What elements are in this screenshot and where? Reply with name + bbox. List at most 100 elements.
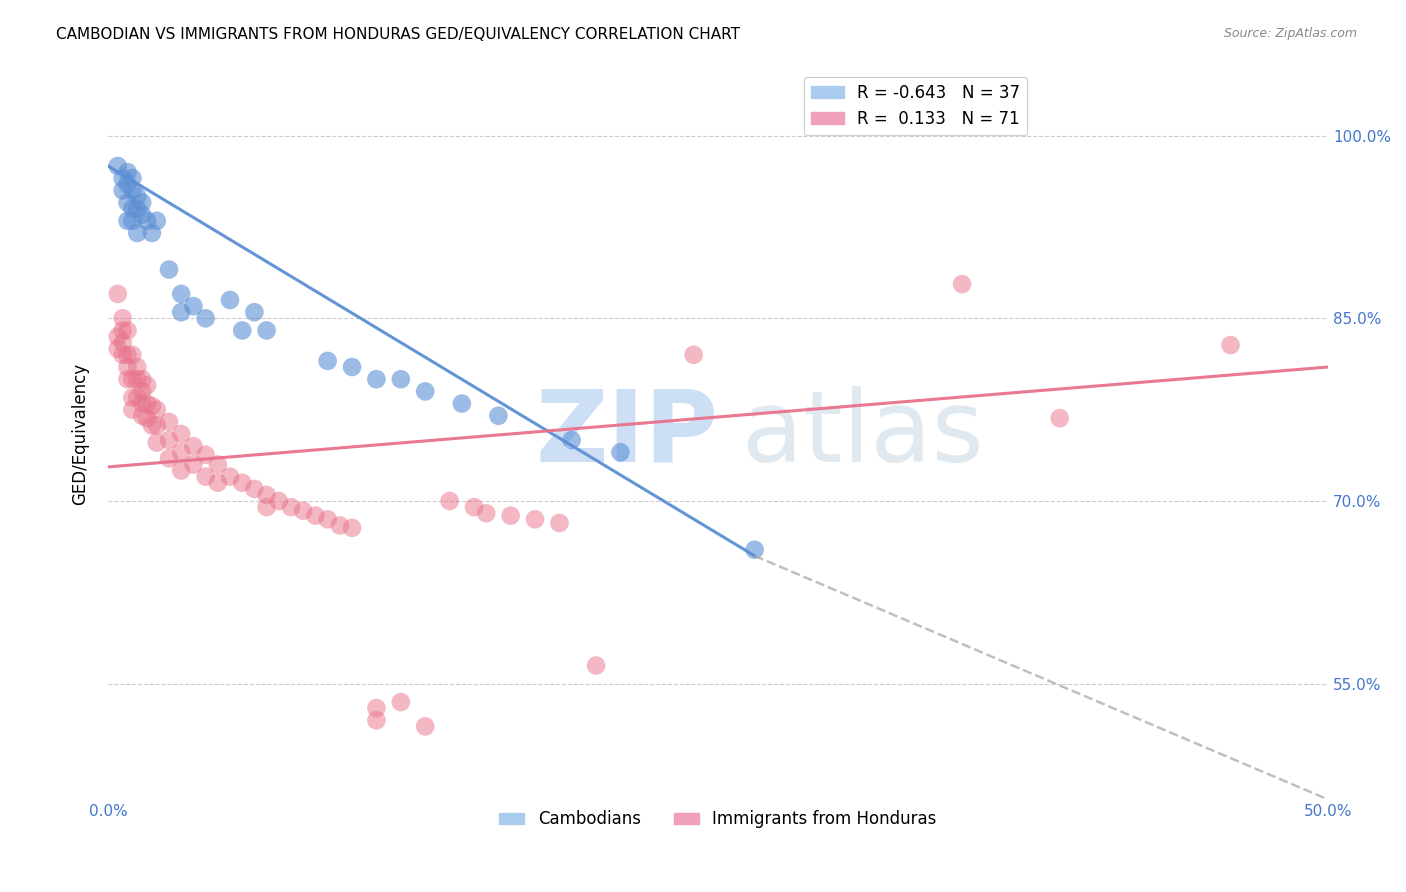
Point: [256, 323, 278, 337]
Point: [146, 418, 169, 433]
Point: [111, 171, 134, 186]
Point: [121, 202, 143, 216]
Point: [450, 396, 472, 410]
Point: [121, 391, 143, 405]
Point: [136, 411, 159, 425]
Point: [389, 372, 412, 386]
Point: [475, 506, 498, 520]
Text: CAMBODIAN VS IMMIGRANTS FROM HONDURAS GED/EQUIVALENCY CORRELATION CHART: CAMBODIAN VS IMMIGRANTS FROM HONDURAS GE…: [56, 27, 740, 42]
Point: [170, 286, 193, 301]
Text: Source: ZipAtlas.com: Source: ZipAtlas.com: [1223, 27, 1357, 40]
Point: [439, 494, 461, 508]
Point: [131, 195, 153, 210]
Point: [141, 418, 163, 433]
Point: [107, 329, 129, 343]
Point: [316, 354, 339, 368]
Point: [267, 494, 290, 508]
Point: [340, 521, 363, 535]
Point: [136, 396, 159, 410]
Point: [609, 445, 631, 459]
Point: [136, 214, 159, 228]
Point: [499, 508, 522, 523]
Point: [127, 226, 149, 240]
Point: [219, 293, 242, 307]
Point: [117, 323, 139, 337]
Point: [1049, 411, 1071, 425]
Point: [117, 348, 139, 362]
Point: [194, 448, 217, 462]
Point: [170, 445, 193, 459]
Point: [127, 189, 149, 203]
Point: [146, 402, 169, 417]
Point: [121, 183, 143, 197]
Point: [111, 335, 134, 350]
Point: [127, 359, 149, 374]
Point: [194, 469, 217, 483]
Point: [243, 305, 266, 319]
Point: [127, 202, 149, 216]
Point: [127, 372, 149, 386]
Point: [366, 372, 388, 386]
Point: [146, 435, 169, 450]
Point: [121, 402, 143, 417]
Point: [183, 458, 205, 472]
Point: [117, 214, 139, 228]
Point: [111, 311, 134, 326]
Point: [131, 409, 153, 423]
Point: [292, 504, 315, 518]
Point: [463, 500, 485, 515]
Point: [366, 701, 388, 715]
Point: [117, 372, 139, 386]
Point: [744, 542, 766, 557]
Point: [131, 208, 153, 222]
Point: [256, 488, 278, 502]
Point: [183, 439, 205, 453]
Text: atlas: atlas: [742, 385, 984, 483]
Point: [131, 396, 153, 410]
Point: [117, 359, 139, 374]
Point: [183, 299, 205, 313]
Point: [170, 305, 193, 319]
Point: [127, 391, 149, 405]
Point: [207, 458, 229, 472]
Point: [488, 409, 510, 423]
Point: [121, 372, 143, 386]
Point: [111, 323, 134, 337]
Point: [107, 342, 129, 356]
Text: ZIP: ZIP: [536, 385, 718, 483]
Point: [682, 348, 704, 362]
Point: [117, 165, 139, 179]
Point: [146, 214, 169, 228]
Point: [304, 508, 326, 523]
Point: [524, 512, 547, 526]
Point: [194, 311, 217, 326]
Point: [131, 384, 153, 399]
Point: [121, 214, 143, 228]
Point: [117, 195, 139, 210]
Point: [561, 433, 583, 447]
Point: [141, 399, 163, 413]
Point: [413, 384, 436, 399]
Point: [329, 518, 352, 533]
Point: [413, 719, 436, 733]
Point: [157, 433, 180, 447]
Point: [170, 464, 193, 478]
Point: [585, 658, 607, 673]
Point: [157, 415, 180, 429]
Point: [280, 500, 302, 515]
Point: [548, 516, 571, 530]
Point: [219, 469, 242, 483]
Point: [121, 348, 143, 362]
Point: [231, 475, 253, 490]
Point: [117, 178, 139, 192]
Point: [136, 378, 159, 392]
Point: [340, 359, 363, 374]
Point: [170, 427, 193, 442]
Point: [243, 482, 266, 496]
Point: [231, 323, 253, 337]
Point: [157, 451, 180, 466]
Point: [316, 512, 339, 526]
Legend: Cambodians, Immigrants from Honduras: Cambodians, Immigrants from Honduras: [492, 804, 943, 835]
Y-axis label: GED/Equivalency: GED/Equivalency: [72, 363, 89, 505]
Point: [141, 226, 163, 240]
